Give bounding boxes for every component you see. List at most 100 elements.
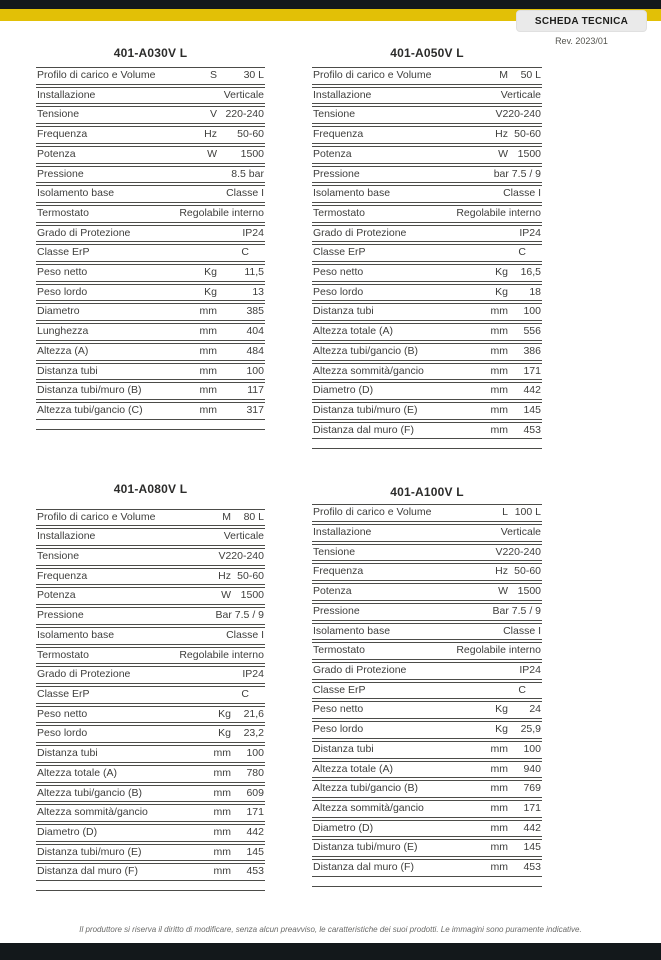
spec-unit: mm <box>490 423 509 436</box>
spec-row: Installazione Verticale <box>36 86 265 105</box>
spec-value: 50-60 <box>514 565 541 578</box>
spec-label: Isolamento base <box>313 624 391 637</box>
spec-row: Frequenza Hz 50-60 <box>312 126 542 144</box>
spec-value: 220-240 <box>225 108 264 121</box>
tables-area: 401-A030V L Profilo di carico e Volume S 3… <box>36 46 542 892</box>
spec-row: Classe ErP C <box>36 685 265 704</box>
spec-value: IP24 <box>242 226 264 239</box>
spec-row: Potenza W 1500 <box>36 587 265 606</box>
spec-value: IP24 <box>242 668 264 681</box>
spec-row: Distanza dal muro (F) mm 453 <box>312 421 542 440</box>
spec-row: Altezza tubi/gancio (C) mm 317 <box>36 401 265 420</box>
spec-unit: V <box>218 550 226 563</box>
spec-row: Distanza tubi mm 100 <box>312 303 542 322</box>
spec-row: Potenza W 1500 <box>312 583 542 601</box>
spec-value: Classe I <box>226 187 264 200</box>
spec-label: Altezza tubi/gancio (C) <box>37 403 143 416</box>
spec-row: Distanza dal muro (F) mm 453 <box>312 859 542 877</box>
spec-unit: mm <box>213 865 232 878</box>
spec-row: Altezza tubi/gancio (B) mm 609 <box>36 784 265 803</box>
spec-unit: V <box>495 545 503 558</box>
spec-row: Profilo di carico e Volume S 30 L <box>36 67 265 85</box>
spec-label: Distanza tubi/muro (B) <box>37 384 142 397</box>
spec-label: Classe ErP <box>37 246 90 259</box>
spec-label: Frequenza <box>37 128 88 141</box>
spec-unit: mm <box>490 841 509 854</box>
spec-value: 1500 <box>240 147 264 160</box>
spec-label: Altezza sommità/gancio <box>313 364 424 377</box>
spec-value: IP24 <box>519 663 541 676</box>
spec-unit: Kg <box>495 703 508 716</box>
spec-label: Pressione <box>37 609 84 622</box>
spec-row: Pressione 8.5 bar <box>36 165 265 184</box>
spec-row: Termostato Regolabile interno <box>312 204 542 223</box>
spec-label: Tensione <box>37 550 80 563</box>
spec-label: Peso lordo <box>313 285 364 298</box>
spec-label: Isolamento base <box>37 187 115 200</box>
spec-row: Frequenza Hz 50-60 <box>312 563 542 582</box>
spec-label: Termostato <box>37 206 89 219</box>
spec-label: Classe ErP <box>313 683 366 696</box>
spec-label: Diametro (D) <box>37 825 98 838</box>
spec-label: Classe ErP <box>37 687 90 700</box>
spec-label: Altezza tubi/gancio (B) <box>313 782 419 795</box>
spec-row: Installazione Verticale <box>36 528 265 547</box>
spec-unit: mm <box>490 384 509 397</box>
spec-row: Pressione Bar 7.5 / 9 <box>312 602 542 621</box>
spec-value: 100 <box>246 364 264 377</box>
left-column: 401-A030V L Profilo di carico e Volume S 3… <box>36 46 265 892</box>
spec-table: 401-A080V L Profilo di carico e Volume M 8… <box>36 482 265 892</box>
spec-value: Regolabile interno <box>179 648 264 661</box>
spec-label: Distanza tubi <box>313 742 374 755</box>
spec-row: Pressione Bar 7.5 / 9 <box>36 607 265 625</box>
bottom-black-bar <box>0 943 661 960</box>
spec-row: Potenza W 1500 <box>36 145 265 164</box>
spec-value: 23,2 <box>243 727 264 740</box>
spec-value: 50-60 <box>237 569 264 582</box>
spec-label: Potenza <box>313 147 352 160</box>
spec-unit: Hz <box>204 128 217 141</box>
spec-value: C <box>518 246 526 259</box>
table-bottom-rule <box>312 441 542 450</box>
spec-row: Potenza W 1500 <box>312 145 542 164</box>
spec-value: C <box>241 687 249 700</box>
spec-label: Peso netto <box>313 266 364 279</box>
spec-value: 145 <box>523 841 541 854</box>
spec-label: Potenza <box>37 589 76 602</box>
spec-unit: mm <box>199 384 218 397</box>
spec-row: Frequenza Hz 50-60 <box>36 126 265 144</box>
spec-value: 18 <box>529 285 541 298</box>
spec-value: Verticale <box>500 526 541 539</box>
spec-value: 171 <box>523 801 541 814</box>
spec-label: Altezza totale (A) <box>313 762 393 775</box>
spec-value: 404 <box>246 325 264 338</box>
spec-value: 25,9 <box>520 723 541 736</box>
spec-row: Distanza tubi mm 100 <box>36 362 265 381</box>
spec-value: Verticale <box>223 88 264 101</box>
revision-label: Rev. 2023/01 <box>555 36 608 46</box>
spec-label: Grado di Protezione <box>313 226 407 239</box>
spec-label: Tensione <box>313 108 356 121</box>
spec-value: Classe I <box>226 628 264 641</box>
spec-row: Isolamento base Classe I <box>36 185 265 203</box>
spec-value: 609 <box>246 786 264 799</box>
spec-row: Isolamento base Classe I <box>36 626 265 645</box>
spec-label: Termostato <box>313 206 365 219</box>
spec-label: Termostato <box>313 644 365 657</box>
spec-unit: W <box>498 147 508 160</box>
spec-unit: Kg <box>218 727 231 740</box>
spec-value: 1500 <box>240 589 264 602</box>
spec-value: 24 <box>529 703 541 716</box>
spec-unit: mm <box>199 305 218 318</box>
spec-row: Grado di Protezione IP24 <box>36 666 265 684</box>
spec-value: 145 <box>523 403 541 416</box>
spec-label: Diametro <box>37 305 80 318</box>
spec-value: 453 <box>523 423 541 436</box>
spec-row: Lunghezza mm 404 <box>36 323 265 341</box>
spec-label: Profilo di carico e Volume <box>313 506 432 519</box>
spec-row: Termostato Regolabile interno <box>36 646 265 665</box>
spec-unit: Hz <box>495 565 508 578</box>
spec-row: Classe ErP C <box>312 681 542 700</box>
table-bottom-rule <box>36 883 265 892</box>
top-black-bar <box>0 0 661 9</box>
